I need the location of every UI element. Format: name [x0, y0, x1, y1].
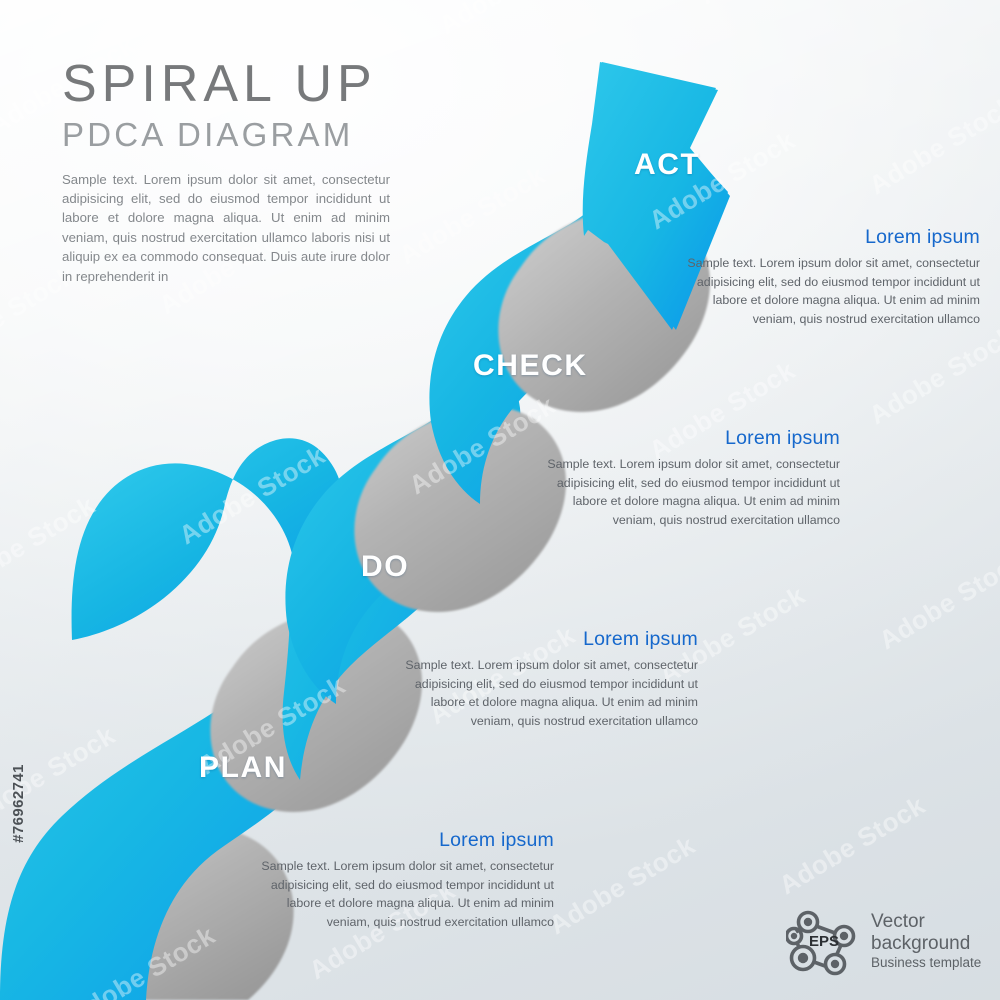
title-block: SPIRAL UP PDCA DIAGRAM Sample text. Lore…: [62, 55, 392, 286]
eps-badge-text: EPS: [809, 933, 839, 950]
logo-text-block: Vector background Business template: [871, 911, 981, 971]
info-body: Sample text. Lorem ipsum dolor sit amet,…: [405, 658, 698, 728]
page-title: SPIRAL UP: [62, 55, 377, 113]
info-body: Sample text. Lorem ipsum dolor sit amet,…: [261, 859, 554, 929]
info-block-plan: Lorem ipsum Sample text. Lorem ipsum dol…: [254, 829, 554, 931]
logo-line-1: Vector: [871, 911, 925, 933]
intro-paragraph: Sample text. Lorem ipsum dolor sit amet,…: [62, 171, 390, 284]
ribbon-arrow-head-act-shape: [586, 62, 728, 330]
info-block-act: Lorem ipsum Sample text. Lorem ipsum dol…: [680, 226, 980, 328]
eps-logo: EPS Vector background Business template: [786, 906, 981, 976]
info-heading: Lorem ipsum: [865, 226, 980, 248]
stock-id-label: #76962741: [9, 764, 27, 843]
info-block-check: Lorem ipsum Sample text. Lorem ipsum dol…: [540, 427, 840, 529]
info-heading: Lorem ipsum: [583, 628, 698, 650]
info-heading: Lorem ipsum: [439, 829, 554, 851]
logo-line-3: Business template: [871, 955, 982, 971]
ribbon-blue-segment-plan-upper: [71, 438, 348, 652]
info-block-do: Lorem ipsum Sample text. Lorem ipsum dol…: [398, 628, 698, 730]
info-body: Sample text. Lorem ipsum dolor sit amet,…: [547, 457, 840, 527]
eps-molecule-icon: EPS: [786, 910, 856, 976]
logo-line-2: background: [871, 933, 971, 955]
ribbon-gray-segment-2: [354, 406, 566, 612]
info-body: Sample text. Lorem ipsum dolor sit amet,…: [687, 256, 980, 326]
info-heading: Lorem ipsum: [725, 427, 840, 449]
page-subtitle: PDCA DIAGRAM: [62, 116, 354, 154]
